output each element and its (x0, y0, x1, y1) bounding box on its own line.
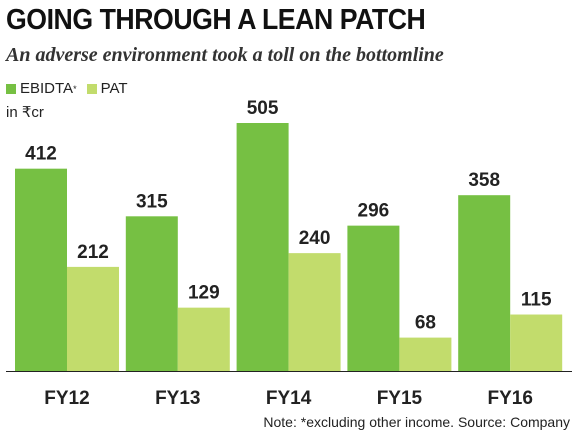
legend-item-ebidta: EBIDTA * (6, 80, 77, 97)
data-label-pat-fy12: 212 (77, 242, 109, 263)
legend-item-pat: PAT (86, 80, 128, 97)
data-label-pat-fy15: 68 (415, 313, 436, 334)
x-tick-label-fy13: FY13 (155, 388, 200, 409)
bar-pat-fy14 (288, 253, 341, 371)
data-label-ebidta-fy12: 412 (25, 144, 57, 165)
x-tick-label-fy15: FY15 (377, 388, 423, 409)
unit-label: in ₹cr (6, 104, 44, 121)
data-label-ebidta-fy15: 296 (358, 201, 390, 222)
x-tick-label-fy12: FY12 (44, 388, 89, 409)
data-label-pat-fy14: 240 (299, 228, 331, 249)
bar-pat-fy16 (510, 314, 563, 371)
data-label-pat-fy13: 129 (188, 283, 220, 304)
legend-swatch-pat (86, 83, 97, 94)
bar-ebidta-fy12 (15, 168, 67, 371)
data-label-ebidta-fy14: 505 (247, 98, 279, 119)
bar-ebidta-fy14 (236, 123, 289, 371)
data-label-pat-fy16: 115 (521, 290, 552, 311)
chart-title: GOING THROUGH A LEAN PATCH (6, 4, 426, 36)
source-note: Note: *excluding other income. Source: C… (263, 414, 570, 430)
bar-ebidta-fy16 (458, 195, 511, 371)
bar-ebidta-fy13 (125, 216, 178, 371)
x-tick-label-fy14: FY14 (266, 388, 312, 409)
bar-pat-fy15 (399, 337, 452, 371)
legend: EBIDTA * PAT (6, 80, 138, 97)
legend-label-pat: PAT (100, 80, 128, 97)
legend-swatch-ebidta (6, 83, 16, 94)
chart-subtitle: An adverse environment took a toll on th… (6, 44, 444, 66)
legend-asterisk: * (73, 83, 77, 94)
x-tick-label-fy16: FY16 (487, 388, 532, 409)
bar-pat-fy12 (67, 266, 119, 371)
bar-pat-fy13 (177, 307, 230, 371)
bar-ebidta-fy15 (347, 225, 400, 371)
data-label-ebidta-fy13: 315 (136, 191, 168, 212)
data-label-ebidta-fy16: 358 (468, 170, 500, 191)
legend-label-ebidta: EBIDTA (20, 80, 74, 97)
